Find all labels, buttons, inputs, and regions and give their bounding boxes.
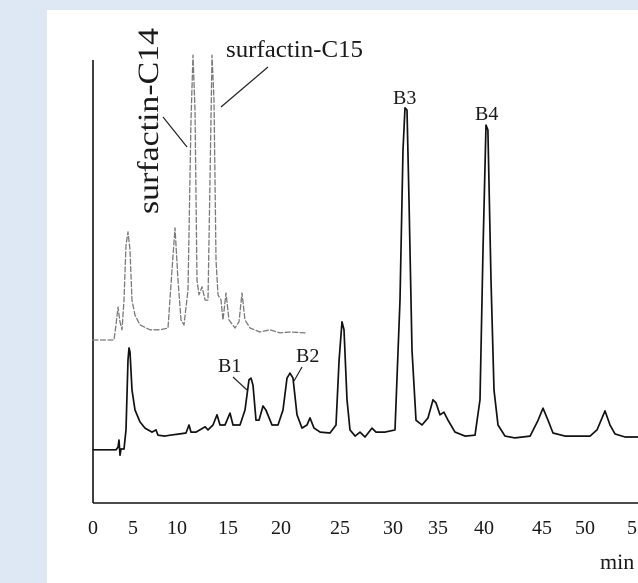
traces	[92, 54, 638, 457]
annotation-b1: B1	[218, 355, 241, 377]
x-tick-label: 40	[474, 517, 494, 539]
x-tick-label: 50	[575, 517, 595, 539]
axes	[92, 60, 638, 504]
annotation-b3: B3	[393, 87, 416, 109]
x-tick-label: 45	[532, 517, 552, 539]
x-tick-label: 35	[428, 517, 448, 539]
x-tick-label: 0	[88, 517, 98, 539]
x-tick-label: 30	[383, 517, 403, 539]
annotation-b2: B2	[296, 345, 319, 367]
chromatogram-trace-dashed	[92, 54, 306, 341]
leader-line-b2	[293, 366, 303, 382]
annotation-surfactin-c14: surfactin-C14	[132, 28, 165, 214]
x-tick-labels: 0 5 10 15 20 25 30 35 40 45 50 5	[88, 517, 637, 539]
x-tick-label: 25	[330, 517, 350, 539]
annotation-b4: B4	[475, 103, 498, 125]
x-tick-label: 10	[167, 517, 187, 539]
leader-line-surfactin-c15	[220, 66, 269, 108]
annotation-surfactin-c15: surfactin-C15	[226, 37, 363, 63]
x-axis-label: min	[600, 549, 634, 574]
chromatogram-trace-solid	[92, 106, 638, 457]
figure-panel	[47, 10, 638, 583]
leader-line-b1	[232, 376, 248, 391]
x-tick-label: 20	[271, 517, 291, 539]
leader-line-surfactin-c14	[162, 116, 188, 148]
x-tick-label: 5	[128, 517, 138, 539]
x-tick-label: 15	[218, 517, 238, 539]
x-tick-label: 5	[627, 517, 637, 539]
